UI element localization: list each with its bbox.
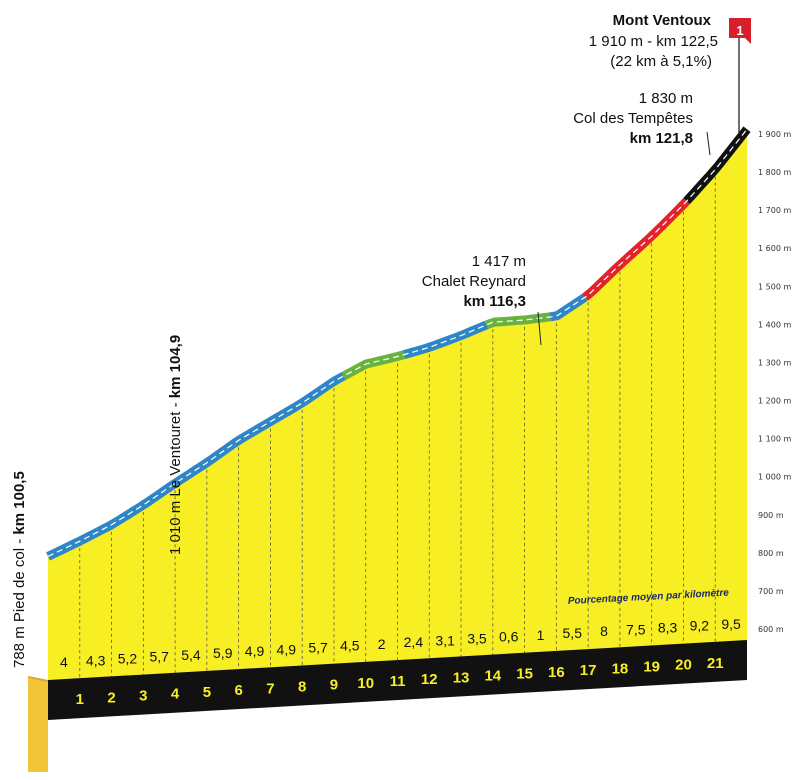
gradient-label: 1	[537, 627, 545, 643]
km-label: 15	[516, 666, 533, 683]
km-label: 10	[357, 675, 374, 692]
gradient-label: 9,5	[721, 616, 741, 632]
km-labels: 1 2 3 4 5 6 7 8 9 10 11 12 13 14 15 16 17 18 19 20 21	[76, 655, 724, 708]
summit-flag: 1	[729, 18, 751, 134]
ventouret-alt: 1 010 m Le Ventouret -	[167, 398, 184, 555]
km-label: 17	[580, 662, 597, 679]
km-label: 12	[421, 671, 438, 688]
gradient-ribbon	[46, 126, 751, 561]
tempetes-km: km 121,8	[630, 130, 693, 147]
gradient-label: 4	[60, 654, 68, 670]
tempetes-leader	[706, 131, 711, 156]
base-band	[28, 640, 747, 772]
km-label: 9	[330, 677, 338, 694]
km-label: 2	[107, 689, 115, 706]
reynard-leader	[537, 311, 542, 346]
km-label: 20	[675, 657, 692, 674]
start-alt: 788 m Pied de col -	[11, 535, 28, 668]
tempetes-annotation: 1 830 m Col des Tempêtes km 121,8	[573, 90, 711, 156]
summit-name: Mont Ventoux	[613, 12, 712, 29]
tempetes-name: Col des Tempêtes	[573, 110, 693, 127]
gradient-label: 2	[378, 636, 386, 652]
km-label: 21	[707, 655, 724, 672]
gradient-label: 5,9	[213, 645, 233, 661]
base-band-fill	[48, 640, 747, 720]
y-tick-label: 1 700 m	[758, 206, 791, 215]
gradient-label: 3,1	[435, 632, 455, 648]
gradient-label: 5,4	[181, 647, 201, 663]
start-block-lower	[28, 716, 48, 772]
km-label: 19	[643, 658, 660, 675]
km-label: 18	[612, 660, 629, 677]
tempetes-alt: 1 830 m	[639, 90, 693, 107]
summit-summary: (22 km à 5,1%)	[610, 53, 712, 70]
gradient-label: 5,7	[149, 649, 169, 665]
flag-icon	[729, 18, 751, 44]
ribbon-centerline	[47, 128, 748, 557]
y-tick-label: 1 400 m	[758, 320, 791, 329]
start-annotation: 788 m Pied de col - km 100,5	[11, 471, 28, 668]
start-km: km 100,5	[11, 471, 28, 534]
y-tick-label: 1 200 m	[758, 397, 791, 406]
gradient-label: 3,5	[467, 630, 487, 646]
reynard-km: km 116,3	[463, 293, 526, 310]
gradient-label: 5,7	[308, 640, 328, 656]
km-label: 6	[234, 682, 242, 699]
y-tick-label: 700 m	[758, 587, 784, 596]
gradient-label: 4,3	[86, 652, 106, 668]
gradient-label: 5,5	[563, 625, 583, 641]
flag-number: 1	[736, 23, 743, 38]
gradient-label: 8	[600, 623, 608, 639]
km-label: 8	[298, 678, 306, 695]
y-tick-label: 600 m	[758, 625, 784, 634]
gradient-label: 4,5	[340, 638, 360, 654]
start-block-edge	[28, 676, 48, 682]
km-label: 4	[171, 686, 180, 703]
km-label: 11	[390, 673, 406, 690]
reynard-alt: 1 417 m	[472, 253, 526, 270]
y-tick-label: 1 000 m	[758, 473, 791, 482]
y-tick-label: 1 500 m	[758, 282, 791, 291]
km-label: 7	[266, 680, 274, 697]
gradient-label: 8,3	[658, 620, 678, 636]
y-tick-label: 1 800 m	[758, 168, 791, 177]
y-tick-label: 900 m	[758, 511, 784, 520]
km-label: 16	[548, 664, 565, 681]
km-label: 3	[139, 688, 147, 705]
km-label: 13	[453, 669, 470, 686]
y-axis-labels: 600 m 700 m 800 m 900 m 1 000 m 1 100 m 1 200 …	[758, 130, 791, 634]
gradient-label: 4,9	[245, 643, 265, 659]
ventouret-km: km 104,9	[167, 335, 184, 398]
km-label: 5	[203, 684, 211, 701]
y-tick-label: 800 m	[758, 549, 784, 558]
km-label: 1	[76, 691, 84, 708]
gradient-label: 5,2	[118, 650, 138, 666]
km-label: 14	[484, 668, 501, 685]
km-dashed-lines	[79, 176, 716, 679]
y-tick-label: 1 300 m	[758, 358, 791, 367]
reynard-annotation: 1 417 m Chalet Reynard km 116,3	[422, 253, 542, 346]
y-tick-label: 1 900 m	[758, 130, 791, 139]
summit-info: 1 910 m - km 122,5	[589, 33, 718, 50]
gradient-label: 9,2	[690, 618, 710, 634]
elevation-fill	[48, 130, 747, 680]
elevation-area	[48, 130, 747, 680]
gradient-label: 2,4	[404, 634, 424, 650]
y-tick-label: 1 600 m	[758, 244, 791, 253]
summit-annotation: Mont Ventoux 1 910 m - km 122,5 (22 km à…	[589, 12, 718, 70]
y-tick-label: 1 100 m	[758, 435, 791, 444]
gradient-label: 0,6	[499, 629, 519, 645]
reynard-name: Chalet Reynard	[422, 273, 526, 290]
gradient-label: 4,9	[277, 641, 297, 657]
gradient-labels: 4 4,3 5,2 5,7 5,4 5,9 4,9 4,9 5,7 4,5 2 2,4 3,1 3,5 0,…	[60, 616, 741, 670]
ventouret-annotation: 1 010 m Le Ventouret - km 104,9	[167, 335, 184, 555]
gradient-label: 7,5	[626, 621, 646, 637]
